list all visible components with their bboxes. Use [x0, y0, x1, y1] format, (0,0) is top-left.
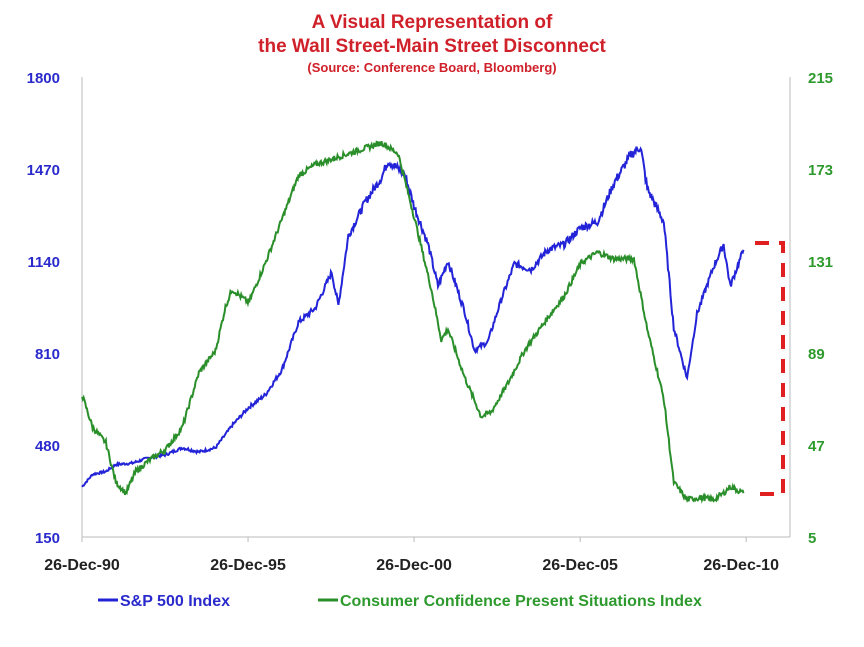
- y-right-tick-label: 5: [808, 530, 816, 547]
- y-left-tick-label: 1140: [27, 254, 60, 271]
- chart-title: A Visual Representation of: [312, 12, 553, 33]
- chart-subtitle: (Source: Conference Board, Bloomberg): [307, 60, 556, 75]
- y-left-tick-label: 1800: [27, 70, 60, 87]
- sp500-line: [81, 146, 745, 488]
- y-right-tick-label: 131: [808, 254, 833, 271]
- y-left-tick-label: 150: [35, 530, 60, 547]
- legend: S&P 500 Index Consumer Confidence Presen…: [98, 593, 702, 610]
- x-tick-label: 26-Dec-90: [44, 557, 120, 574]
- legend-confidence: Consumer Confidence Present Situations I…: [340, 593, 702, 610]
- consumer-confidence-line: [81, 140, 745, 504]
- gap-bracket: [755, 241, 785, 496]
- x-tick-label: 26-Dec-00: [376, 557, 452, 574]
- y-right-tick-label: 47: [808, 438, 825, 455]
- legend-sp500: S&P 500 Index: [120, 593, 230, 610]
- x-tick-label: 26-Dec-95: [210, 557, 286, 574]
- chart-title-line2: the Wall Street-Main Street Disconnect: [258, 36, 606, 57]
- y-right-tick-label: 173: [808, 162, 833, 179]
- y-right-tick-label: 215: [808, 70, 833, 87]
- y-left-tick-label: 810: [35, 346, 60, 363]
- y-right-tick-label: 89: [808, 346, 825, 363]
- y-left-tick-label: 480: [35, 438, 60, 455]
- y-left-tick-label: 1470: [27, 162, 60, 179]
- x-tick-label: 26-Dec-10: [703, 557, 779, 574]
- x-tick-label: 26-Dec-05: [542, 557, 618, 574]
